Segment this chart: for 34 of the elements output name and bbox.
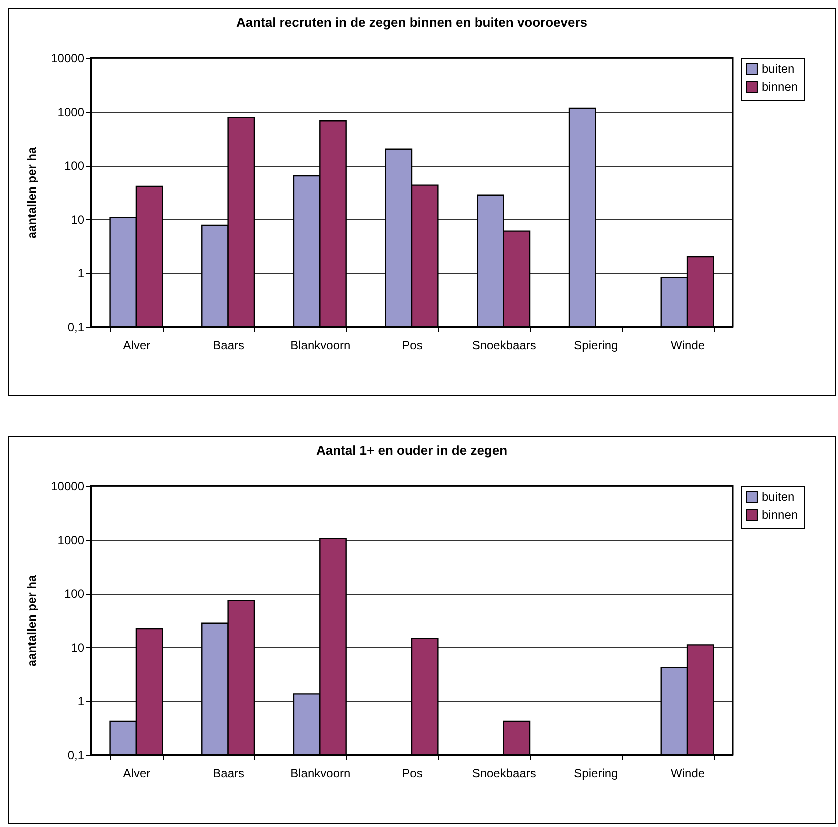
y-tick-label: 0,1 xyxy=(68,748,85,762)
y-axis-title: aantallen per ha xyxy=(25,146,40,239)
y-tick-label: 100 xyxy=(64,159,85,174)
x-tick-label: Snoekbaars xyxy=(472,338,536,352)
legend-label: buiten xyxy=(762,62,795,76)
x-tick-label: Winde xyxy=(671,338,706,352)
chart-title: Aantal 1+ en ouder in de zegen xyxy=(316,443,508,458)
x-tick-label: Pos xyxy=(402,338,423,352)
x-tick-label: Alver xyxy=(123,338,151,352)
y-tick-label: 10 xyxy=(71,640,85,655)
y-tick-label: 1000 xyxy=(58,105,85,120)
chart-title: Aantal recruten in de zegen binnen en buiten vooroevers xyxy=(236,15,588,30)
y-tick-label: 1 xyxy=(78,266,85,281)
x-tick-label: Spiering xyxy=(574,766,618,780)
x-tick-label: Pos xyxy=(402,766,423,780)
x-tick-label: Blankvoorn xyxy=(290,766,351,780)
x-tick-label: Spiering xyxy=(574,338,618,352)
x-tick-label: Alver xyxy=(123,766,151,780)
y-axis-title: aantallen per ha xyxy=(25,574,40,667)
y-tick-label: 10000 xyxy=(51,480,85,494)
y-tick-label: 10000 xyxy=(51,52,85,66)
legend-label: binnen xyxy=(762,80,798,94)
x-tick-label: Blankvoorn xyxy=(290,338,351,352)
y-tick-label: 0,1 xyxy=(68,320,85,334)
legend-label: buiten xyxy=(762,490,795,504)
y-tick-label: 10 xyxy=(71,212,85,227)
legend-label: binnen xyxy=(762,508,798,522)
x-tick-label: Winde xyxy=(671,766,706,780)
y-tick-label: 1000 xyxy=(58,533,85,548)
y-tick-label: 1 xyxy=(78,694,85,709)
x-tick-label: Baars xyxy=(213,766,244,780)
y-tick-label: 100 xyxy=(64,587,85,602)
x-tick-label: Snoekbaars xyxy=(472,766,536,780)
x-tick-label: Baars xyxy=(213,338,244,352)
